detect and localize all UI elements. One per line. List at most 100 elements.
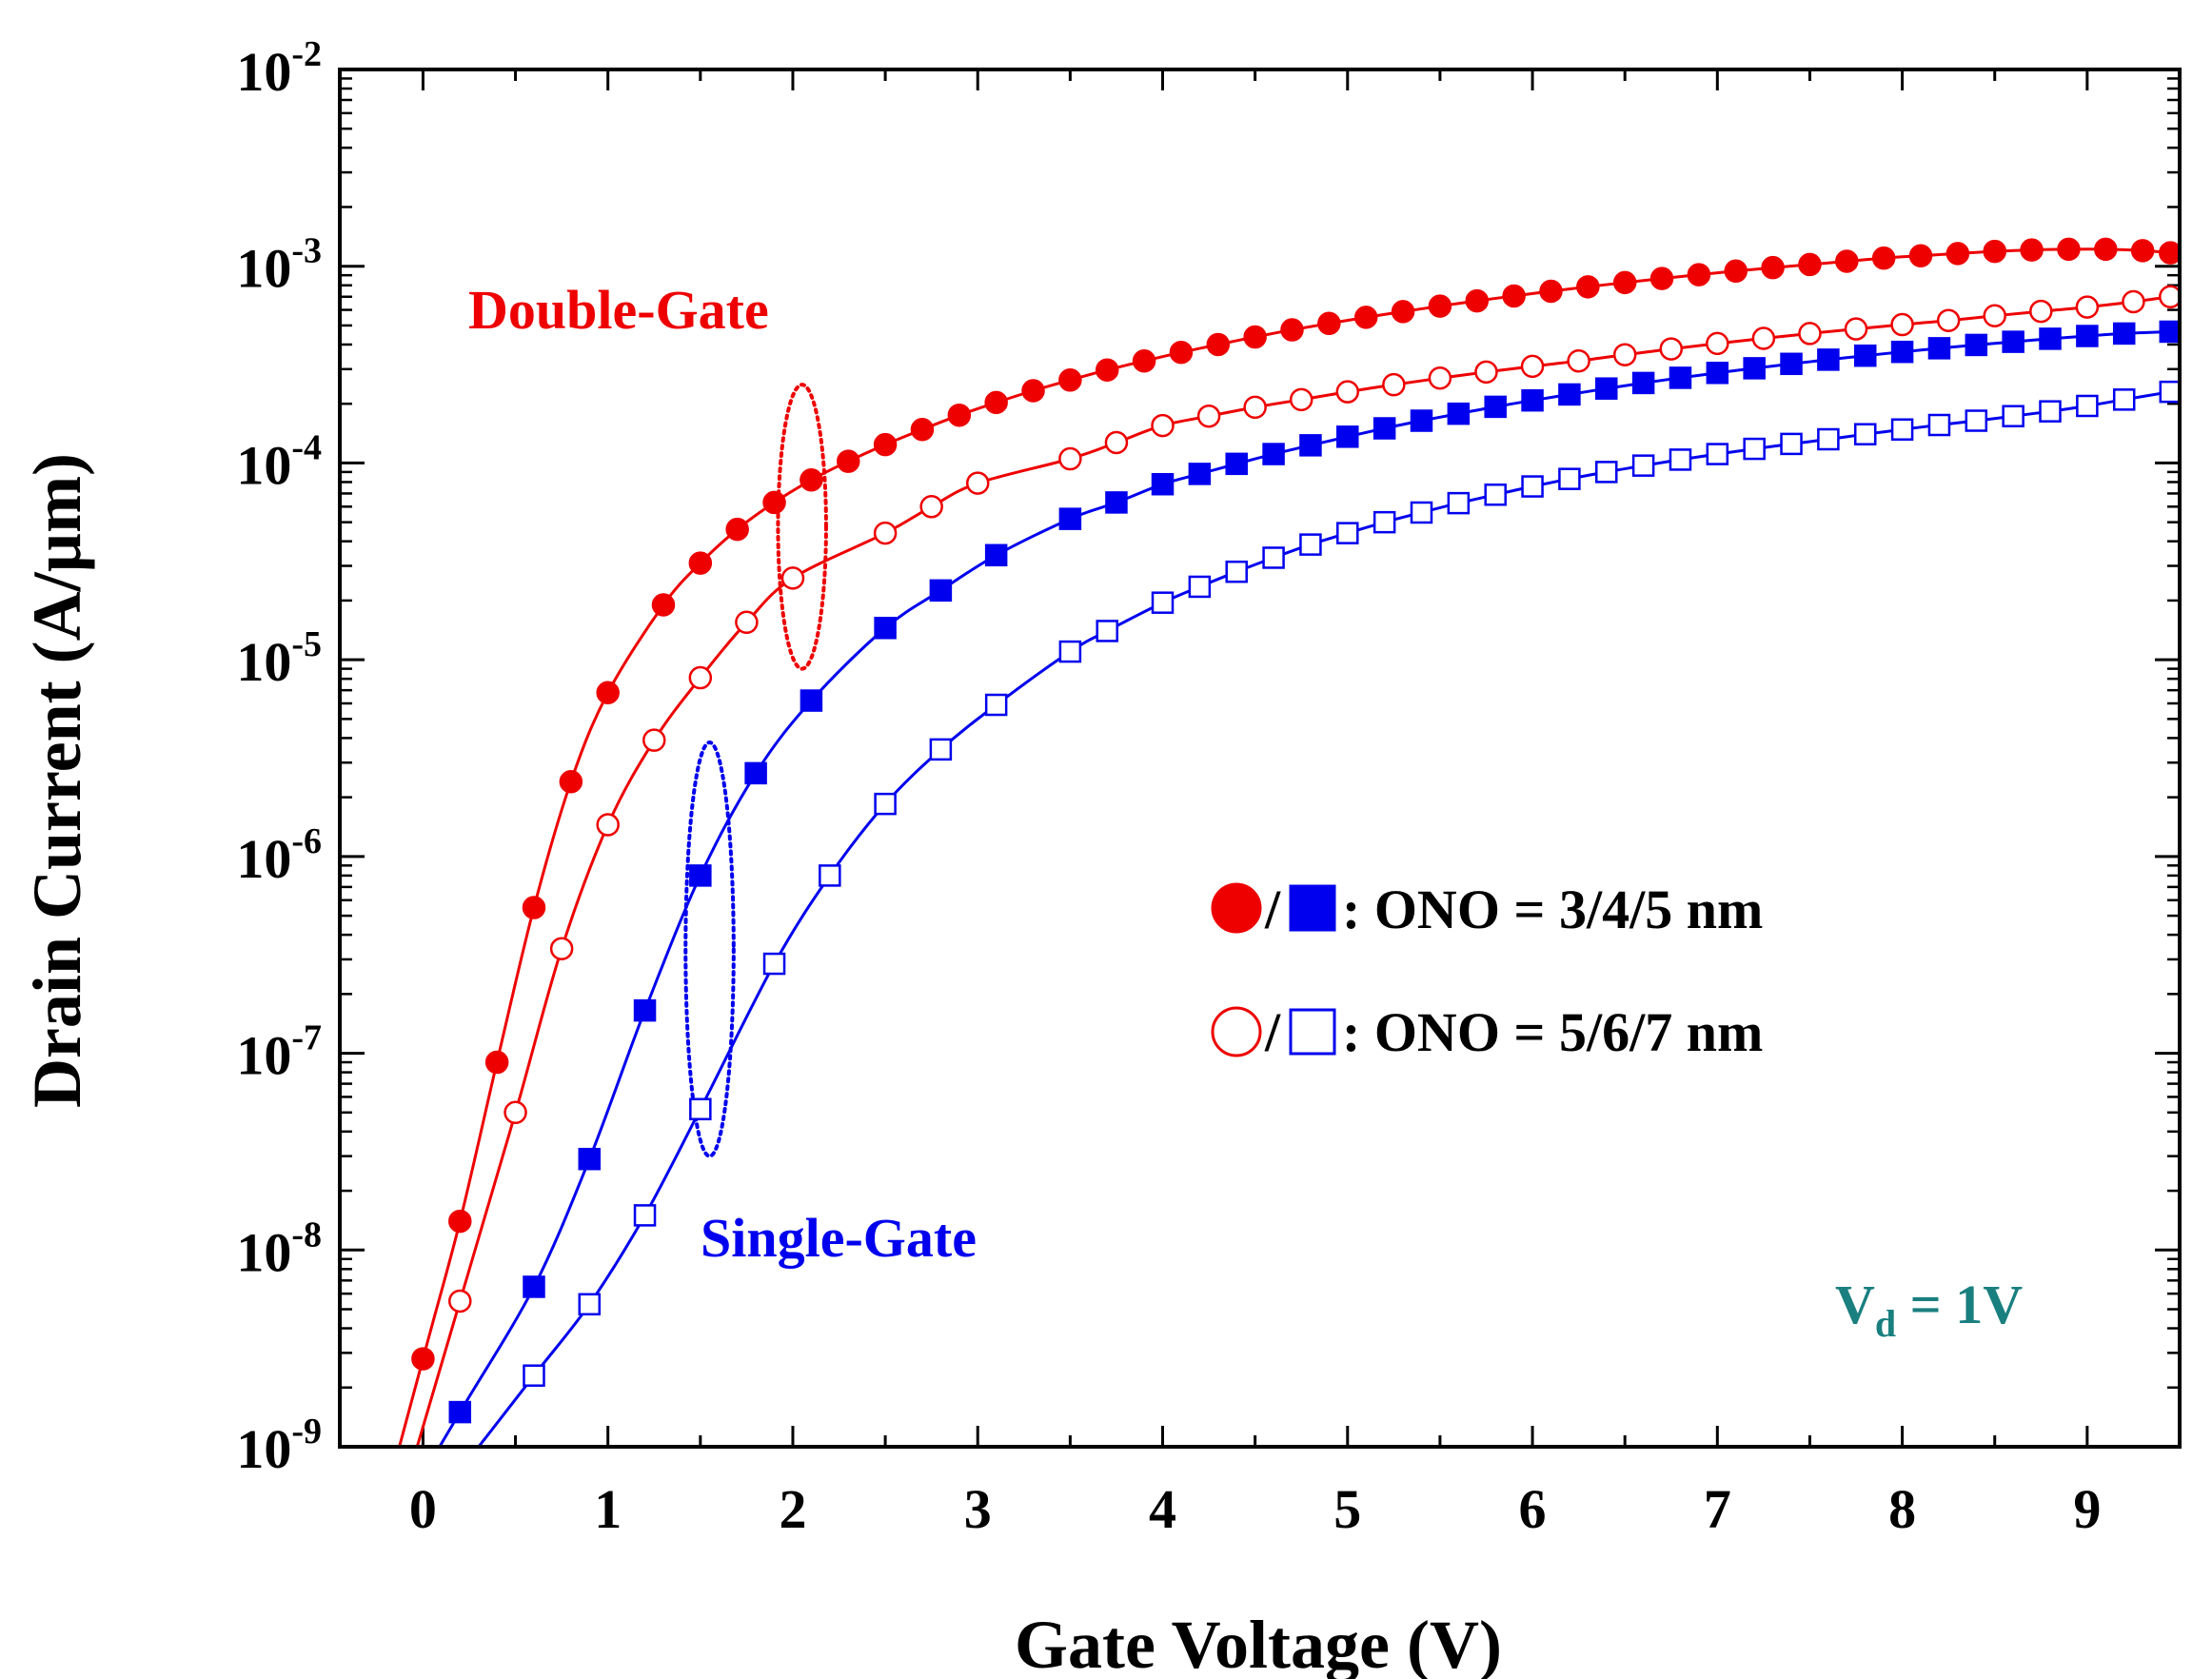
data-point: [1447, 491, 1471, 515]
double-gate-ellipse: [776, 383, 828, 671]
data-point: [2020, 238, 2044, 262]
data-point: [800, 689, 823, 712]
y-tick-label: 10-3: [236, 231, 322, 300]
y-tick-exponent: -9: [291, 1412, 322, 1452]
data-point: [1058, 446, 1082, 471]
data-point: [1447, 402, 1471, 425]
data-point: [1484, 395, 1507, 419]
data-point: [1336, 425, 1359, 448]
data-point: [411, 1347, 435, 1371]
data-point: [2076, 394, 2099, 418]
y-axis-title: Drain Current (A/µm): [19, 453, 95, 1108]
data-point: [2130, 239, 2155, 263]
legend: / : ONO = 3/4/5 nm / : ONO = 5/6/7 nm: [1211, 879, 1763, 1063]
y-tick-base: 10: [236, 434, 291, 496]
data-point: [549, 937, 574, 960]
series-0: [398, 237, 2180, 1447]
data-point: [651, 593, 676, 617]
data-point: [559, 770, 583, 794]
legend-separator: /: [1264, 1001, 1281, 1063]
x-tick-label: 3: [964, 1478, 992, 1540]
data-point: [2002, 330, 2024, 353]
data-point: [2029, 299, 2053, 324]
data-point: [1206, 332, 1231, 357]
y-tick-label: 10-5: [236, 624, 322, 693]
legend-marker-open-circle: [1211, 1006, 1262, 1057]
y-tick-base: 10: [236, 1025, 291, 1087]
data-point: [1965, 333, 1988, 357]
y-tick-exponent: -7: [291, 1018, 322, 1058]
data-point: [1890, 312, 1914, 337]
data-point: [919, 495, 943, 519]
series-2: [438, 320, 2180, 1447]
x-tick-label: 7: [1704, 1478, 1731, 1540]
vd-rest: = 1V: [1896, 1274, 2023, 1335]
data-point: [1151, 413, 1175, 438]
data-point: [1058, 368, 1082, 392]
data-point: [1474, 360, 1498, 385]
data-point: [1612, 270, 1637, 295]
data-point: [984, 390, 1008, 415]
data-point: [2159, 241, 2180, 265]
data-point: [1890, 340, 1914, 364]
data-point: [484, 1050, 509, 1075]
data-point: [2159, 285, 2180, 308]
data-point: [762, 952, 786, 976]
data-point: [1751, 326, 1776, 350]
data-point: [2002, 405, 2024, 427]
y-tick-base: 10: [236, 828, 291, 890]
data-point: [1428, 294, 1452, 318]
data-point: [929, 579, 953, 602]
data-point: [1558, 383, 1581, 406]
data-point: [1373, 510, 1396, 534]
data-point: [1096, 620, 1118, 642]
data-point: [578, 1293, 602, 1316]
data-point: [1151, 472, 1175, 496]
data-point: [1567, 348, 1590, 373]
data-point: [1817, 348, 1840, 371]
y-tick-label: 10-2: [236, 34, 322, 103]
data-point: [1391, 300, 1415, 324]
data-point: [1465, 288, 1490, 313]
data-point: [1196, 404, 1221, 428]
legend-marker-filled-circle: [1211, 882, 1262, 934]
data-point: [1521, 388, 1544, 412]
data-point: [1243, 325, 1267, 349]
x-axis-title: Gate Voltage (V): [1015, 1607, 1502, 1679]
y-tick-base: 10: [236, 238, 291, 300]
data-point: [965, 471, 990, 495]
data-point: [1353, 306, 1378, 329]
data-point: [522, 896, 546, 919]
data-point: [523, 1364, 545, 1387]
legend-text: : ONO = 3/4/5 nm: [1342, 879, 1763, 940]
data-point: [1927, 413, 1951, 437]
data-point: [1335, 380, 1360, 404]
data-point: [1382, 372, 1406, 397]
y-tick-base: 10: [236, 41, 291, 103]
single-gate-ellipse: [683, 741, 736, 1158]
data-point: [1188, 463, 1212, 485]
series-1: [415, 285, 2180, 1447]
data-point: [1151, 591, 1175, 614]
y-tick-exponent: -4: [291, 427, 322, 467]
data-point: [1743, 437, 1766, 461]
y-tick-label: 10-6: [236, 821, 322, 890]
data-point: [2122, 289, 2145, 314]
data-point: [1484, 483, 1507, 506]
data-point: [1225, 560, 1248, 583]
data-point: [1890, 418, 1914, 441]
y-tick-label: 10-7: [236, 1018, 322, 1087]
data-point: [1687, 263, 1711, 286]
data-point: [1095, 358, 1119, 382]
data-point: [725, 517, 749, 542]
data-point: [1262, 443, 1285, 465]
data-point: [1521, 475, 1544, 498]
vd-subscript: d: [1875, 1302, 1896, 1345]
data-point: [689, 1097, 712, 1121]
data-point: [1835, 249, 1859, 273]
data-point: [929, 738, 953, 761]
data-point: [1243, 395, 1267, 420]
data-point: [1058, 507, 1082, 530]
data-point: [1520, 354, 1545, 379]
data-point: [744, 761, 767, 785]
